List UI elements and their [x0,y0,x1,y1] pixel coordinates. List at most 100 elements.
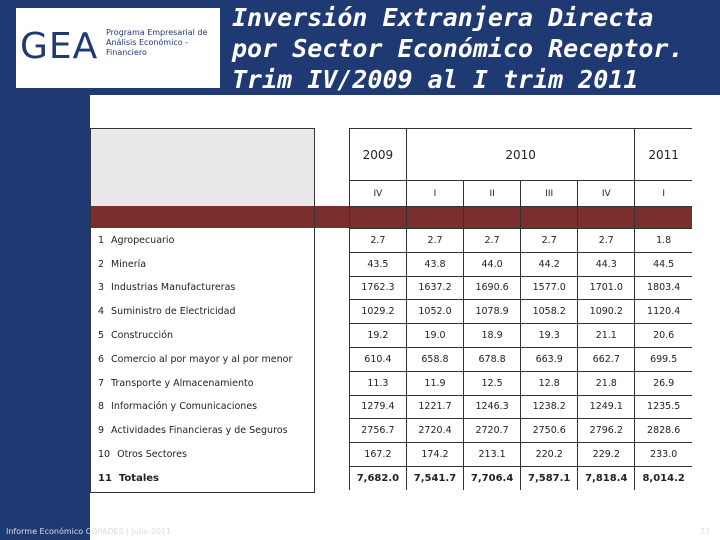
header-band: GEA Programa Empresarial de Análisis Eco… [0,0,720,95]
footer-text: Informe Económico COPADES | Julio 2011 [6,527,172,536]
quarter-header: I [405,180,464,207]
value-cell: 663.9 [520,346,578,372]
value-cell: 2720.7 [463,418,521,443]
table-row: 4 Suministro de Electricidad 1029.2 1052.0 1… [90,299,692,324]
separator-row [90,206,692,229]
value-cell: 18.9 [463,323,521,348]
value-cell: 220.2 [520,442,578,467]
row-label: 8 Información y Comunicaciones [90,395,349,419]
value-cell: 21.1 [577,323,635,348]
value-cell: 2756.7 [348,418,407,443]
value-cell: 2.7 [577,228,635,253]
row-number: 6 [98,353,105,365]
row-label-text: Suministro de Electricidad [111,306,236,318]
row-number: 7 [98,377,105,389]
value-cell: 44.2 [520,251,578,277]
row-label-text: Información y Comunicaciones [111,401,258,413]
value-cell: 1803.4 [634,275,692,300]
value-cell: 1637.2 [405,275,464,300]
year-header: 2011 [634,128,692,181]
value-cell: 1235.5 [634,394,692,419]
logo: GEA Programa Empresarial de Análisis Eco… [16,8,220,88]
year-header: 2010 [405,128,635,181]
value-cell: 658.8 [405,346,464,372]
row-label: 5 Construcción [90,324,349,348]
value-cell: 11.9 [405,370,464,396]
value-cell: 1279.4 [348,394,407,419]
value-cell: 1690.6 [463,275,521,300]
row-label: 11 Totales [90,466,349,490]
value-cell: 7,706.4 [463,465,521,491]
value-cell: 8,014.2 [634,465,692,491]
row-label-text: Otros Sectores [117,449,187,461]
value-cell: 44.5 [634,251,692,277]
quarter-header: IV [348,180,407,207]
value-cell: 1058.2 [520,299,578,324]
value-cell: 7,587.1 [520,465,578,491]
row-number: 11 [98,472,112,484]
row-number: 10 [98,449,111,461]
page-number: 77 [699,527,710,536]
table-row: 8 Información y Comunicaciones 1279.4 1221.… [90,394,692,419]
value-cell: 21.8 [577,370,635,396]
table-row: 1 Agropecuario 2.7 2.7 2.7 2.7 2.7 1.8 [90,228,692,253]
value-cell: 43.5 [348,251,407,277]
value-cell: 1246.3 [463,394,521,419]
value-cell: 7,818.4 [577,465,635,491]
row-label: 9 Actividades Financieras y de Seguros [90,419,349,443]
value-cell: 20.6 [634,323,692,348]
row-label: 10 Otros Sectores [90,443,349,467]
year-header: 2009 [348,128,407,181]
row-number: 4 [98,306,105,318]
row-label-text: Agropecuario [111,234,175,246]
value-cell: 12.8 [520,370,578,396]
table-row: 9 Actividades Financieras y de Seguros 275… [90,418,692,443]
value-cell: 1249.1 [577,394,635,419]
quarter-header-row: IV I II III IV I [90,180,692,207]
value-cell: 44.3 [577,251,635,277]
value-cell: 1221.7 [405,394,464,419]
value-cell: 12.5 [463,370,521,396]
logo-text: GEA [20,26,99,67]
value-cell: 7,682.0 [348,465,407,491]
totals-row: 11 Totales 7,682.0 7,541.7 7,706.4 7,587.1 7,8… [90,465,692,491]
quarter-header: I [634,180,692,207]
value-cell: 1090.2 [577,299,635,324]
value-cell: 2750.6 [520,418,578,443]
value-cell: 1762.3 [348,275,407,300]
table-row: 7 Transporte y Almacenamiento 11.3 11.9 12.5… [90,370,692,396]
investment-table: 2009 2010 2011 IV I II III IV I 1 Agropec… [90,128,692,491]
row-number: 3 [98,282,105,294]
value-cell: 43.8 [405,251,464,277]
year-header-row: 2009 2010 2011 [90,128,692,181]
row-label-text: Totales [118,472,159,484]
value-cell: 1120.4 [634,299,692,324]
row-number: 8 [98,401,105,413]
label-header-panel [90,128,315,208]
value-cell: 7,541.7 [405,465,464,491]
value-cell: 678.8 [463,346,521,372]
value-cell: 167.2 [348,442,407,467]
value-cell: 213.1 [463,442,521,467]
value-cell: 2828.6 [634,418,692,443]
row-label-text: Construcción [111,330,174,342]
value-cell: 19.0 [405,323,464,348]
quarter-header: IV [577,180,635,207]
table-row: 2 Minería 43.5 43.8 44.0 44.2 44.3 44.5 [90,251,692,277]
row-label: 3 Industrias Manufactureras [90,276,349,300]
row-label: 6 Comercio al por mayor y al por menor [90,347,349,371]
row-label-text: Actividades Financieras y de Seguros [111,425,288,437]
value-cell: 44.0 [463,251,521,277]
value-cell: 2.7 [405,228,464,253]
value-cell: 2.7 [348,228,407,253]
quarter-header: III [520,180,578,207]
value-cell: 662.7 [577,346,635,372]
row-number: 5 [98,330,105,342]
quarter-header: II [463,180,521,207]
value-cell: 11.3 [348,370,407,396]
row-number: 9 [98,425,105,437]
row-label-text: Industrias Manufactureras [111,282,236,294]
row-label-text: Transporte y Almacenamiento [111,377,254,389]
row-label-text: Comercio al por mayor y al por menor [111,353,293,365]
label-column-frame [90,128,315,493]
